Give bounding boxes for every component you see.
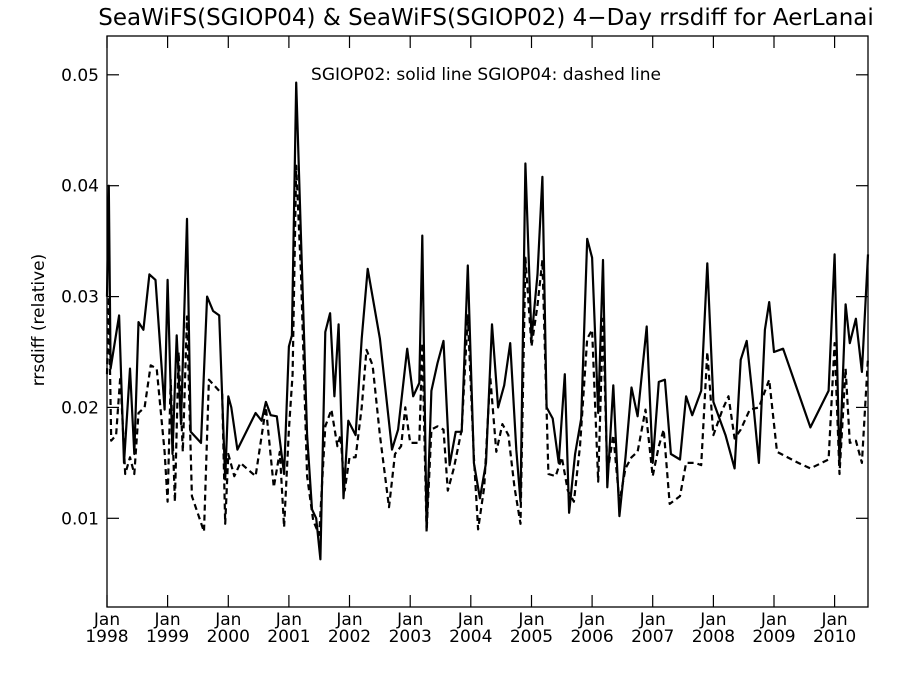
plot-frame — [106, 35, 869, 608]
y-tick-label: 0.05 — [61, 66, 99, 86]
x-tick-year: 2008 — [692, 627, 735, 647]
x-tick-year: 2004 — [449, 627, 492, 647]
series-sgiop02-line — [105, 81, 870, 561]
series-layer — [105, 81, 870, 561]
x-axis: Jan1998Jan1999Jan2000Jan2001Jan2002Jan20… — [85, 36, 856, 647]
x-tick-year: 2000 — [207, 627, 250, 647]
y-tick-label: 0.04 — [61, 177, 99, 197]
x-tick-year: 2005 — [510, 627, 553, 647]
x-tick-year: 2003 — [389, 627, 432, 647]
x-tick-month: Jan — [93, 610, 120, 630]
y-axis-label: rrsdiff (relative) — [29, 254, 49, 387]
x-tick-year: 1998 — [85, 627, 128, 647]
x-tick-month: Jan — [820, 610, 847, 630]
x-tick-year: 2001 — [267, 627, 310, 647]
x-tick-year: 2010 — [813, 627, 856, 647]
x-tick-month: Jan — [214, 610, 241, 630]
x-tick-year: 2009 — [752, 627, 795, 647]
legend-annotation: SGIOP02: solid line SGIOP04: dashed line — [311, 65, 661, 85]
x-tick-year: 2002 — [328, 627, 371, 647]
y-tick-label: 0.01 — [61, 509, 99, 529]
x-tick-year: 2007 — [631, 627, 674, 647]
x-tick-month: Jan — [457, 610, 484, 630]
series-sgiop04-line — [105, 164, 870, 536]
x-tick-month: Jan — [699, 610, 726, 630]
x-tick-month: Jan — [639, 610, 666, 630]
x-tick-year: 2006 — [570, 627, 613, 647]
y-axis: 0.01 0.02 0.03 0.04 0.05 — [61, 66, 868, 529]
x-tick-month: Jan — [396, 610, 423, 630]
x-tick-year: 1999 — [146, 627, 189, 647]
chart-title: SeaWiFS(SGIOP04) & SeaWiFS(SGIOP02) 4−Da… — [98, 5, 874, 31]
y-tick-label: 0.03 — [61, 288, 99, 308]
x-tick-month: Jan — [275, 610, 302, 630]
x-tick-month: Jan — [153, 610, 180, 630]
x-tick-month: Jan — [517, 610, 544, 630]
x-tick-month: Jan — [760, 610, 787, 630]
y-tick-label: 0.02 — [61, 398, 99, 418]
x-tick-month: Jan — [578, 610, 605, 630]
x-tick-month: Jan — [335, 610, 362, 630]
